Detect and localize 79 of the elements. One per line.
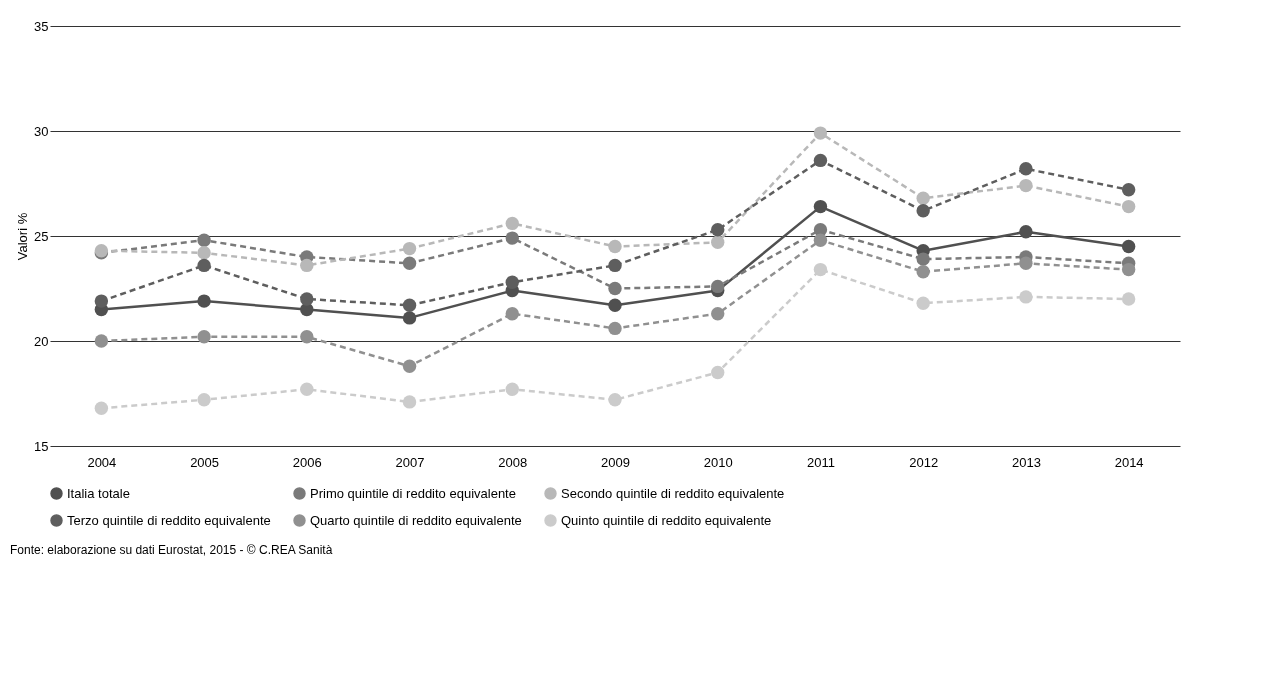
legend-label: Quinto quintile di reddito equivalente [561, 512, 772, 528]
point [711, 307, 725, 321]
point [197, 246, 211, 260]
point [711, 235, 725, 249]
point [813, 262, 828, 277]
point [711, 365, 725, 380]
source-note: Fonte: elaborazione su dati Eurostat, 2015 - © C.REA Sanità [10, 543, 333, 557]
point [608, 321, 622, 336]
point [300, 292, 314, 306]
legend-label: Italia totale [67, 485, 130, 501]
point [197, 258, 211, 273]
x-tick-label: 2009 [601, 454, 630, 470]
point [300, 258, 314, 273]
x-tick-label: 2011 [806, 454, 835, 470]
point [916, 296, 930, 310]
x-tick-label: 2008 [498, 454, 528, 470]
point [608, 258, 622, 273]
point [300, 330, 314, 344]
point [505, 231, 519, 245]
point [505, 275, 519, 289]
point [916, 191, 930, 205]
point [916, 204, 930, 218]
point [505, 307, 519, 321]
y-tick-label: 30 [34, 123, 49, 139]
point [813, 153, 828, 168]
point [94, 401, 109, 415]
point [1019, 162, 1033, 176]
point [94, 334, 109, 348]
point [402, 311, 417, 325]
point [1121, 262, 1136, 277]
point [1019, 225, 1033, 239]
y-tick-label: 20 [34, 333, 49, 349]
point [813, 199, 828, 214]
x-tick-label: 2007 [395, 454, 425, 470]
x-tick-label: 2004 [87, 454, 117, 470]
point [608, 298, 622, 312]
x-tick-label: 2014 [1114, 454, 1144, 470]
point [916, 252, 930, 266]
y-tick-label: 25 [34, 228, 49, 244]
point [402, 241, 417, 256]
point [1121, 183, 1136, 197]
point [1019, 290, 1033, 304]
legend-label: Quarto quintile di reddito equivalente [310, 512, 522, 528]
point [300, 382, 314, 396]
point [505, 382, 519, 396]
legend-label: Primo quintile di reddito equivalente [310, 485, 516, 501]
point [402, 256, 417, 270]
point [505, 216, 519, 231]
point [402, 359, 417, 373]
y-axis-title: Valori % [15, 212, 31, 261]
point [916, 265, 930, 279]
point [711, 279, 725, 294]
point [197, 393, 211, 407]
legend-label: Terzo quintile di reddito equivalente [67, 512, 271, 528]
point [402, 395, 417, 409]
point [1121, 199, 1136, 214]
point [197, 330, 211, 344]
y-tick-label: 15 [34, 438, 49, 454]
point [813, 233, 828, 247]
point [197, 233, 211, 247]
point [608, 239, 622, 254]
x-tick-label: 2012 [909, 454, 939, 470]
point [1121, 292, 1136, 306]
x-tick-label: 2010 [703, 454, 733, 470]
point [1121, 239, 1136, 254]
legend-label: Secondo quintile di reddito equivalente [561, 485, 785, 501]
x-tick-label: 2006 [292, 454, 322, 470]
point [813, 126, 828, 140]
point [197, 294, 211, 308]
x-tick-label: 2013 [1011, 454, 1041, 470]
point [608, 281, 622, 296]
point [711, 223, 725, 237]
point [94, 294, 109, 308]
point [1019, 256, 1033, 270]
point [608, 393, 622, 407]
point [402, 298, 417, 312]
y-tick-label: 35 [34, 18, 49, 34]
x-tick-label: 2005 [190, 454, 220, 470]
point [1019, 178, 1033, 193]
